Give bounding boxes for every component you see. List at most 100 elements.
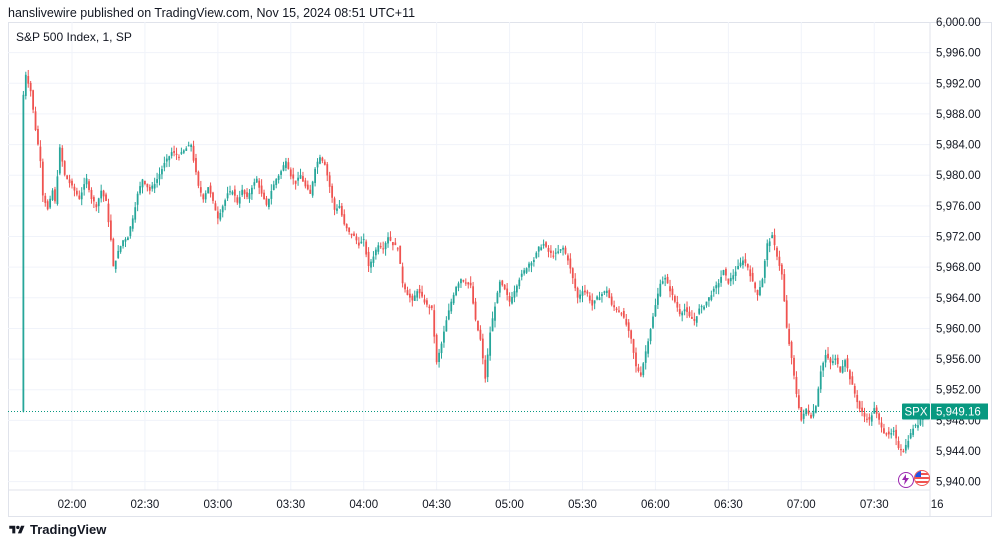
candle-body [625,318,628,325]
candle [856,390,859,409]
candle-body [635,352,637,367]
candle [146,183,149,192]
candle [340,202,343,218]
candle [664,274,667,287]
candle-body [474,301,477,320]
candle [22,90,25,413]
candle [241,184,244,197]
candle-body [649,329,652,342]
candle [285,157,287,172]
candle-body [776,247,778,257]
candle-body [632,339,635,353]
candle-body [652,316,654,328]
candle-body [883,428,885,434]
candle-body [496,292,499,304]
symbol-legend[interactable]: S&P 500 Index, 1, SP [16,30,132,44]
candle-body [547,247,550,252]
candle [343,209,346,226]
candle-body [788,328,791,345]
candle [528,261,530,272]
candle-body [810,414,812,418]
candle [462,279,465,283]
candle [139,181,141,196]
time-axis: 02:00 02:30 03:00 03:30 04:00 04:30 05:00 05:30… [58,499,944,511]
candle-body [814,406,817,413]
candle-body [508,296,511,302]
candle [695,316,698,327]
candle [168,155,171,167]
candle [810,412,812,419]
last-price-bg [931,403,988,420]
candle [54,186,56,204]
lightning-icon[interactable] [898,472,914,488]
candle [190,143,193,152]
candle-body [503,284,506,290]
candle [785,295,788,329]
candle [469,276,472,289]
candle [715,281,718,295]
candle-body [85,178,88,185]
candle-body [136,193,139,205]
candle [29,80,32,97]
candle-body [66,175,69,180]
candle-body [618,310,620,312]
candle-body [377,245,380,252]
candle [746,263,749,271]
candle-body [766,243,769,260]
candle [136,191,139,212]
candle-body [455,287,457,296]
candle-body [688,311,691,317]
candle-body [829,358,832,363]
candle-body [202,194,205,200]
candle [141,178,144,194]
candle [406,286,409,296]
candle-body [289,169,292,177]
candle-body [418,288,421,294]
candle-body [379,246,382,248]
candle [496,290,499,304]
candle-body [396,248,399,250]
candle-body [873,408,876,414]
footer-brand[interactable]: TradingView [8,522,106,537]
candle-body [83,184,86,190]
candle-body [443,331,445,343]
candle-body [299,175,302,179]
candle-body [102,190,105,197]
candle-body [117,250,120,258]
us-flag-icon[interactable] [914,470,930,486]
candle-body [469,282,472,286]
candle [124,237,127,248]
candle-body [231,191,234,195]
candle [673,294,676,304]
candle-body [399,245,402,264]
candle [751,267,754,282]
candle [866,413,868,423]
candle-body [717,283,720,288]
candle-body [878,413,880,420]
candle-body [802,413,805,419]
y-tick-label: 5,940.00 [936,477,981,489]
candle [780,263,783,280]
candle-body [219,212,222,220]
candle [360,236,363,244]
candle [129,226,132,239]
candle-body [348,227,351,232]
candle-body [853,386,856,394]
candle-body [464,282,467,284]
candle-body [97,198,100,207]
candle [797,389,800,410]
candle [608,288,611,299]
candle [656,287,659,310]
candle-body [170,152,173,156]
candle [875,405,878,419]
x-tick-label: 16 [931,499,944,511]
tradingview-logo-icon [9,525,25,533]
candle [182,149,185,155]
y-tick-label: 5,980.00 [936,170,981,182]
candle [515,284,518,297]
candle [902,448,905,453]
candle [615,306,618,313]
candle [479,325,482,341]
candle [518,277,521,290]
